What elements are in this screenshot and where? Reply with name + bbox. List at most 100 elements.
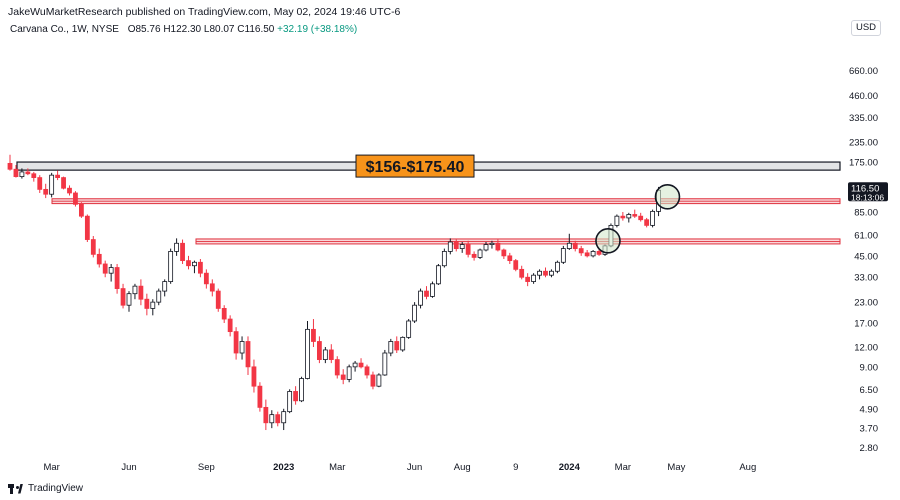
y-tick-label: 17.00	[854, 318, 878, 329]
x-tick-label: 2024	[559, 462, 581, 473]
candle-body	[156, 290, 162, 303]
candle	[150, 299, 156, 316]
candle-body	[572, 242, 578, 249]
candle-body	[168, 251, 174, 282]
x-tick-label: 9	[513, 462, 518, 473]
candle-body	[227, 318, 233, 333]
y-tick-label: 45.00	[854, 251, 878, 262]
candle	[424, 286, 429, 300]
y-tick-label: 6.50	[860, 385, 879, 396]
y-tick-label: 660.00	[849, 66, 878, 77]
candle	[227, 315, 233, 337]
ohlc-high: H122.30	[163, 24, 202, 35]
candle-body	[638, 215, 644, 221]
candle-body	[287, 391, 293, 413]
candle	[90, 236, 96, 258]
candle-body	[162, 281, 168, 292]
candle-body	[537, 270, 542, 276]
tradingview-logo-icon	[8, 483, 24, 494]
price-axis[interactable]: 660.00460.00335.00235.00175.00125.0085.0…	[849, 66, 878, 454]
candle-body	[400, 336, 406, 351]
candle	[79, 202, 84, 218]
candle-body	[132, 285, 138, 295]
candle-body	[263, 406, 269, 424]
candle-body	[495, 242, 501, 251]
publisher-line: JakeWuMarketResearch published on Tradin…	[8, 6, 401, 18]
callout-layer: $156-$175.40	[355, 154, 475, 178]
candles-layer	[7, 154, 661, 431]
candle-body	[299, 378, 304, 402]
candle-body	[79, 203, 84, 217]
candle	[322, 347, 328, 364]
candle-body	[626, 214, 632, 219]
candle	[644, 217, 650, 228]
candle	[275, 411, 281, 427]
candle-body	[489, 242, 495, 245]
candle-body	[346, 366, 352, 380]
candle	[132, 283, 138, 300]
candle	[626, 212, 632, 223]
candle	[180, 239, 185, 264]
time-axis[interactable]: Mar Jun Sep 2023 Mar Jun Aug 9 2024 Mar May Aug	[43, 462, 756, 473]
candle-body	[25, 171, 31, 175]
candle-body	[459, 244, 465, 249]
x-tick-label: Mar	[615, 462, 631, 473]
candle-body	[620, 215, 626, 219]
candle-body	[465, 244, 471, 255]
candle-body	[632, 214, 638, 217]
candle-body	[590, 251, 596, 257]
candle	[447, 238, 453, 255]
candle-body	[61, 177, 66, 189]
candle	[453, 239, 459, 252]
currency-button[interactable]: USD	[851, 20, 881, 36]
candle	[334, 356, 340, 379]
x-tick-label: Sep	[198, 462, 215, 473]
candle	[638, 212, 644, 222]
y-tick-label: 460.00	[849, 91, 878, 102]
candle-body	[138, 285, 144, 300]
candle	[400, 336, 406, 352]
candle	[566, 233, 572, 250]
candle	[388, 338, 394, 357]
candle-body	[269, 414, 275, 424]
candle-body	[531, 274, 536, 282]
y-tick-label: 2.80	[860, 443, 879, 454]
candle	[435, 263, 441, 285]
candle	[328, 344, 334, 364]
candle	[412, 302, 418, 323]
ohlc-close: C116.50	[237, 24, 275, 35]
candle-body	[192, 261, 197, 267]
candle	[418, 288, 423, 309]
candle	[257, 382, 263, 412]
y-tick-label: 61.00	[854, 230, 878, 241]
candle	[346, 364, 352, 383]
candle	[114, 263, 120, 294]
candle-body	[120, 288, 126, 306]
candle	[519, 265, 525, 280]
candle-body	[376, 374, 382, 387]
candle-body	[275, 414, 281, 424]
ohlc-open: O85.76	[127, 24, 161, 35]
candle-body	[560, 248, 566, 263]
candle-body	[31, 173, 37, 178]
candle-body	[358, 362, 364, 368]
candle	[489, 240, 495, 249]
candle-body	[352, 362, 358, 368]
x-tick-label: Aug	[739, 462, 756, 473]
candle-body	[388, 341, 394, 354]
candle	[7, 154, 13, 171]
candle	[19, 168, 25, 179]
x-tick-label: Mar	[43, 462, 59, 473]
candle-body	[644, 219, 650, 226]
candle-body	[7, 162, 13, 170]
callout-text: $156-$175.40	[366, 159, 465, 176]
candle-body	[311, 328, 316, 342]
candle-body	[197, 261, 203, 274]
candle-body	[13, 168, 19, 178]
candle	[549, 269, 554, 278]
candle	[31, 171, 37, 182]
callout-box	[355, 154, 475, 178]
candle	[144, 293, 150, 316]
